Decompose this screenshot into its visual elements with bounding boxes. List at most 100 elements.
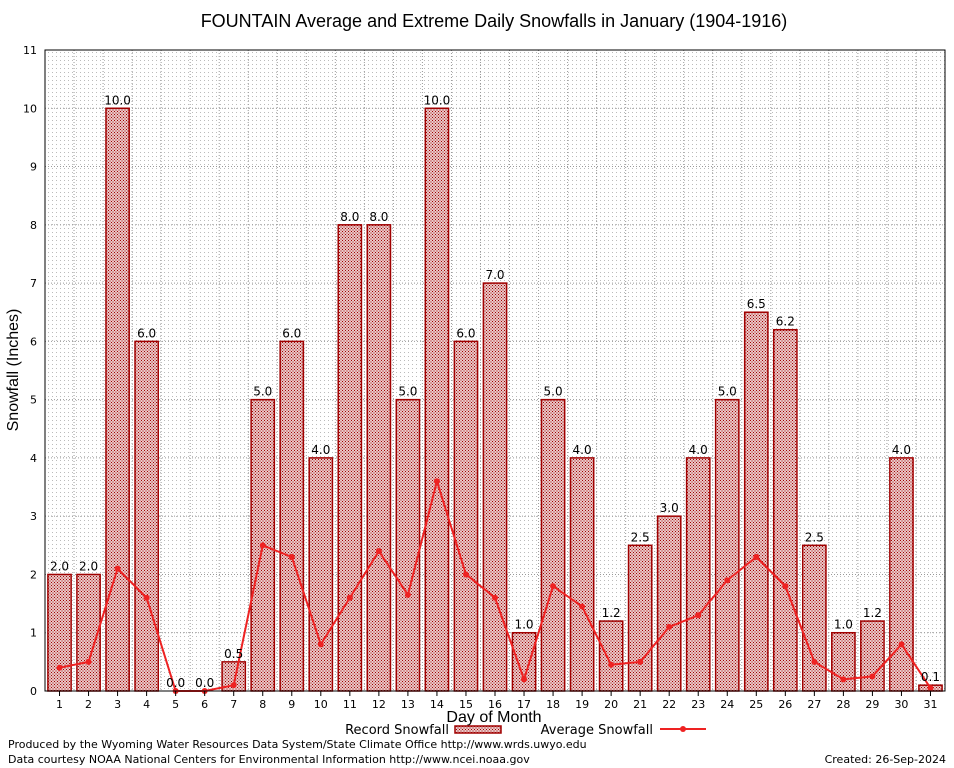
x-tick-label: 3 (114, 698, 121, 711)
average-snowfall-point (782, 583, 789, 590)
legend-label-record: Record Snowfall (345, 723, 449, 738)
footer-credit-noaa: Data courtesy NOAA National Centers for … (8, 753, 530, 766)
average-snowfall-point (492, 594, 498, 601)
average-snowfall-point (317, 641, 324, 648)
record-snowfall-bar (424, 107, 450, 692)
bar-value-label: 4.0 (689, 443, 708, 457)
average-snowfall-point (462, 571, 469, 578)
record-snowfall-bar (47, 573, 72, 692)
footer-credit-wrds: Produced by the Wyoming Water Resources … (8, 738, 587, 751)
record-snowfall-bar (801, 544, 827, 692)
legend-label-average: Average Snowfall (541, 723, 653, 738)
record-snowfall-bar (134, 340, 159, 692)
chart-legend: Record Snowfall Average Snowfall (345, 723, 706, 738)
record-snowfall-bar (598, 620, 624, 692)
average-snowfall-point (550, 583, 557, 590)
y-tick-label: 1 (30, 627, 37, 640)
x-axis-label: Day of Month (446, 709, 541, 726)
average-snowfall-point (114, 565, 121, 572)
average-snowfall-point (724, 577, 731, 584)
x-tick-label: 10 (314, 698, 328, 711)
x-tick-label: 22 (662, 698, 676, 711)
average-snowfall-point (637, 658, 644, 665)
record-snowfall-bar (569, 457, 595, 692)
average-snowfall-point (927, 685, 934, 692)
bar-value-label: 5.0 (398, 385, 417, 399)
footer-created-date: Created: 26-Sep-2024 (824, 753, 946, 766)
average-snowfall-point (85, 658, 92, 665)
average-snowfall-point (521, 676, 528, 683)
bar-value-label: 0.5 (224, 647, 243, 661)
x-tick-label: 15 (459, 698, 473, 711)
bar-value-label: 6.0 (282, 326, 301, 340)
average-snowfall-point (346, 594, 353, 601)
x-tick-label: 18 (546, 698, 560, 711)
x-tick-label: 6 (201, 698, 208, 711)
x-tick-label: 17 (517, 698, 531, 711)
bar-value-label: 5.0 (718, 385, 737, 399)
bar-value-label: 2.5 (805, 530, 824, 544)
average-snowfall-point (288, 553, 295, 560)
record-snowfall-bar (366, 224, 392, 692)
y-tick-label: 4 (30, 452, 37, 465)
record-snowfall-bar (308, 457, 334, 692)
y-tick-label: 2 (30, 568, 37, 581)
bar-value-label: 2.0 (50, 559, 69, 573)
bar-value-label: 4.0 (311, 443, 330, 457)
bar-value-label: 0.0 (195, 676, 214, 690)
average-snowfall-point (811, 658, 818, 665)
record-snowfall-bar (453, 340, 479, 692)
x-tick-label: 24 (720, 698, 734, 711)
x-tick-label: 28 (836, 698, 850, 711)
bar-value-label: 8.0 (369, 210, 388, 224)
x-tick-label: 12 (372, 698, 386, 711)
bar-value-label: 5.0 (253, 385, 272, 399)
average-snowfall-point (666, 623, 673, 630)
x-tick-label: 29 (865, 698, 879, 711)
average-snowfall-point (404, 591, 411, 598)
y-tick-label: 0 (30, 685, 37, 698)
bar-value-label: 6.0 (137, 326, 156, 340)
average-snowfall-point (433, 478, 440, 485)
x-tick-label: 27 (807, 698, 821, 711)
x-tick-label: 5 (172, 698, 179, 711)
bar-value-label: 3.0 (660, 501, 679, 515)
bar-value-label: 0.1 (921, 670, 940, 684)
y-tick-label: 11 (23, 44, 37, 57)
legend-swatch-average-point (680, 726, 686, 732)
x-tick-label: 14 (430, 698, 444, 711)
x-tick-label: 7 (230, 698, 237, 711)
record-snowfall-bar (656, 515, 682, 692)
chart-title: FOUNTAIN Average and Extreme Daily Snowf… (201, 11, 788, 31)
bar-value-label: 2.5 (631, 530, 650, 544)
average-snowfall-point (259, 542, 266, 549)
x-tick-label: 9 (288, 698, 295, 711)
x-tick-label: 20 (604, 698, 618, 711)
x-tick-label: 1 (56, 698, 63, 711)
y-tick-label: 6 (30, 335, 37, 348)
x-tick-label: 8 (259, 698, 266, 711)
record-snowfall-bar (482, 282, 508, 692)
bar-value-label: 8.0 (340, 210, 359, 224)
record-snowfall-bar (337, 224, 363, 692)
record-snowfall-bar (627, 544, 653, 692)
bar-value-label: 5.0 (544, 385, 563, 399)
y-tick-label: 5 (30, 394, 37, 407)
x-tick-label: 30 (894, 698, 908, 711)
x-tick-label: 21 (633, 698, 647, 711)
average-snowfall-point (56, 664, 63, 671)
y-tick-label: 10 (23, 102, 37, 115)
average-snowfall-point (375, 548, 382, 555)
record-snowfall-bar (105, 107, 130, 692)
bar-value-label: 1.2 (602, 606, 621, 620)
average-snowfall-point (898, 641, 905, 648)
average-snowfall-point (608, 661, 615, 668)
bar-value-label: 10.0 (424, 93, 451, 107)
bar-value-label: 1.2 (863, 606, 882, 620)
average-snowfall-point (695, 612, 702, 619)
x-tick-label: 25 (749, 698, 763, 711)
record-snowfall-bar (685, 457, 711, 692)
average-snowfall-point (753, 553, 760, 560)
bar-value-label: 1.0 (514, 618, 533, 632)
